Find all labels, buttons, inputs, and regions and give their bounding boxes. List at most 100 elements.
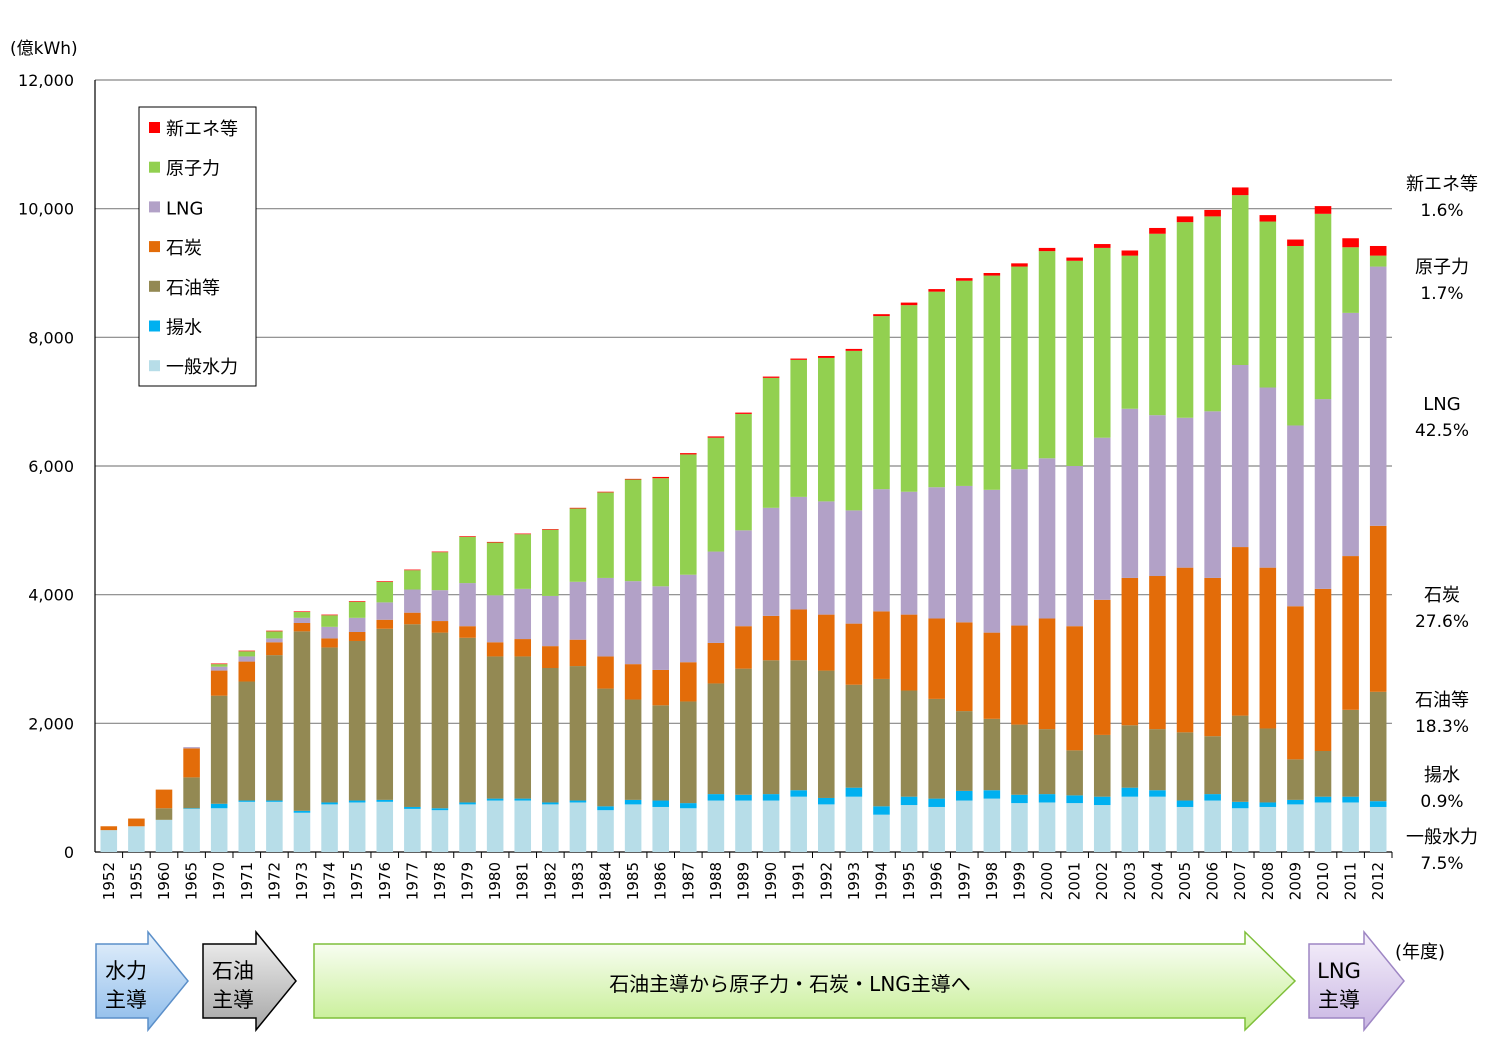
bar-segment bbox=[955, 622, 973, 712]
bar-segment bbox=[293, 810, 311, 813]
x-tick-label: 1978 bbox=[431, 862, 449, 900]
legend-swatch bbox=[149, 360, 160, 372]
bar-stack-1994 bbox=[873, 314, 890, 852]
bar-segment bbox=[1314, 588, 1332, 751]
bar-segment bbox=[542, 804, 559, 852]
bar-segment bbox=[790, 359, 807, 497]
bar-segment bbox=[983, 718, 1001, 791]
bar-segment bbox=[955, 485, 973, 623]
bar-stack-1998 bbox=[983, 273, 1001, 852]
bar-stack-1976 bbox=[376, 581, 394, 852]
bar-segment bbox=[928, 798, 945, 807]
bar-segment bbox=[155, 819, 173, 852]
bar-segment bbox=[707, 436, 725, 438]
bar-segment bbox=[1369, 245, 1387, 256]
bar-segment bbox=[955, 280, 973, 486]
bar-stack-2010 bbox=[1314, 206, 1332, 852]
bar-segment bbox=[735, 800, 752, 852]
bar-segment bbox=[735, 412, 752, 414]
bar-segment bbox=[1369, 255, 1387, 267]
bar-segment bbox=[845, 787, 863, 797]
bar-segment bbox=[1093, 244, 1111, 248]
bar-segment bbox=[1342, 796, 1359, 803]
legend-swatch bbox=[149, 280, 160, 292]
bar-segment bbox=[845, 348, 863, 351]
x-tick-label: 1977 bbox=[403, 862, 421, 900]
bar-segment bbox=[1066, 795, 1083, 804]
bar-segment bbox=[1066, 260, 1083, 466]
bar-segment bbox=[459, 802, 476, 805]
right-label-pct: 0.9% bbox=[1420, 792, 1463, 812]
bar-segment bbox=[762, 507, 780, 616]
bar-segment bbox=[542, 529, 559, 596]
bar-segment bbox=[1149, 796, 1166, 852]
y-tick-label: 4,000 bbox=[28, 586, 74, 605]
bar-segment bbox=[1204, 209, 1221, 217]
bar-segment bbox=[376, 799, 394, 802]
x-tick-label: 1987 bbox=[679, 862, 697, 900]
bar-segment bbox=[542, 529, 559, 530]
bar-segment bbox=[321, 802, 338, 805]
bar-segment bbox=[1093, 437, 1111, 600]
bar-segment bbox=[238, 800, 256, 802]
bar-segment bbox=[1231, 364, 1249, 548]
bar-stack-1970 bbox=[210, 663, 228, 852]
bar-segment bbox=[100, 830, 118, 852]
bar-segment bbox=[210, 808, 228, 852]
bar-segment bbox=[845, 684, 863, 788]
bar-stack-1990 bbox=[762, 376, 780, 852]
bar-segment bbox=[266, 630, 283, 632]
phase-label-line1: 石油 bbox=[212, 959, 254, 983]
bar-stack-1987 bbox=[680, 453, 697, 852]
bar-segment bbox=[597, 810, 614, 852]
bar-segment bbox=[514, 588, 532, 640]
bar-segment bbox=[1121, 408, 1139, 578]
bar-segment bbox=[983, 489, 1001, 633]
bar-segment bbox=[873, 314, 890, 317]
bar-segment bbox=[1066, 257, 1083, 261]
bar-segment bbox=[955, 278, 973, 281]
bar-segment bbox=[459, 536, 476, 537]
x-tick-label: 2009 bbox=[1286, 862, 1304, 900]
bar-segment bbox=[569, 507, 587, 509]
x-tick-label: 1986 bbox=[652, 862, 670, 900]
bar-segment bbox=[624, 804, 642, 852]
y-tick-label: 0 bbox=[64, 843, 74, 862]
bar-segment bbox=[1121, 255, 1139, 409]
x-tick-label: 1990 bbox=[762, 862, 780, 900]
bar-segment bbox=[486, 798, 504, 801]
x-tick-label: 1952 bbox=[100, 862, 118, 900]
y-tick-label: 8,000 bbox=[28, 328, 74, 347]
bar-segment bbox=[624, 478, 642, 480]
bar-segment bbox=[569, 581, 587, 640]
bar-segment bbox=[486, 800, 504, 852]
bar-segment bbox=[597, 577, 614, 657]
bar-segment bbox=[1314, 399, 1332, 589]
bar-segment bbox=[735, 530, 752, 627]
bar-segment bbox=[597, 656, 614, 689]
bar-segment bbox=[1121, 787, 1139, 797]
bar-segment bbox=[1066, 803, 1083, 852]
bar-segment bbox=[459, 583, 476, 627]
bar-segment bbox=[900, 805, 918, 852]
x-tick-label: 2011 bbox=[1342, 862, 1360, 900]
bar-segment bbox=[1176, 806, 1194, 852]
bar-segment bbox=[1231, 808, 1249, 852]
bar-segment bbox=[1342, 247, 1359, 313]
x-tick-label: 2005 bbox=[1176, 862, 1194, 900]
bar-segment bbox=[376, 581, 394, 603]
bar-segment bbox=[431, 632, 449, 809]
bar-segment bbox=[1121, 250, 1139, 256]
bar-segment bbox=[155, 789, 173, 809]
bar-segment bbox=[1369, 691, 1387, 802]
bar-segment bbox=[431, 810, 449, 852]
bar-segment bbox=[1011, 266, 1028, 470]
right-label-name: 一般水力 bbox=[1406, 827, 1478, 848]
legend-label: 揚水 bbox=[166, 318, 202, 339]
x-tick-label: 1998 bbox=[983, 862, 1001, 900]
bar-segment bbox=[1287, 804, 1304, 852]
bar-segment bbox=[680, 803, 697, 809]
bar-segment bbox=[707, 794, 725, 801]
bar-segment bbox=[1259, 806, 1277, 852]
